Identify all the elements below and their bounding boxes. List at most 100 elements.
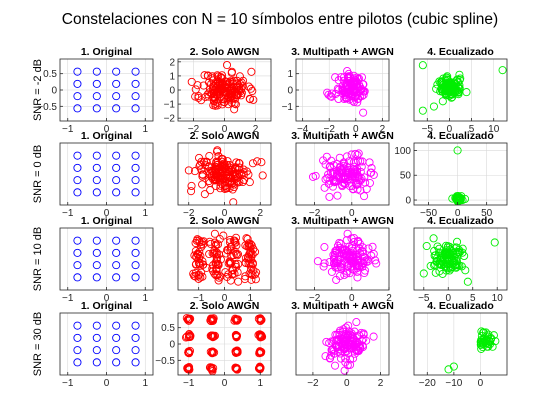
data-point: [233, 178, 242, 187]
x-tick-label: −2: [309, 208, 321, 219]
data-point: [343, 331, 352, 340]
y-tick-label: 0.5: [161, 323, 175, 334]
data-point: [353, 273, 362, 282]
data-point: [343, 229, 352, 238]
data-point: [112, 67, 121, 76]
data-point: [231, 163, 240, 172]
data-point: [360, 192, 369, 201]
x-tick-label: 0: [104, 124, 110, 135]
data-point: [213, 88, 222, 98]
scatter-series: [73, 321, 140, 367]
x-tick-label: 10: [488, 124, 500, 135]
data-point: [92, 92, 101, 101]
data-point: [258, 171, 267, 180]
data-point: [443, 242, 453, 251]
data-point: [192, 236, 201, 245]
data-point: [461, 266, 470, 275]
y-tick-label: 1: [169, 71, 175, 82]
data-point: [347, 342, 356, 351]
data-point: [73, 104, 82, 113]
data-point: [327, 89, 336, 98]
data-point: [319, 156, 328, 165]
data-point: [349, 165, 358, 174]
data-point: [337, 165, 346, 174]
data-point: [208, 249, 217, 258]
data-point: [112, 176, 121, 185]
x-tick-label: 0: [344, 378, 350, 389]
data-point: [430, 246, 439, 256]
data-point: [327, 267, 336, 276]
data-point: [200, 71, 209, 80]
data-point: [206, 239, 215, 248]
data-point: [73, 151, 82, 160]
data-point: [92, 163, 101, 172]
data-point: [203, 71, 212, 81]
data-point: [131, 273, 140, 282]
data-point: [340, 343, 350, 353]
data-point: [131, 236, 140, 245]
data-point: [365, 158, 374, 167]
data-point: [215, 174, 224, 183]
data-point: [207, 79, 216, 88]
data-point: [194, 93, 203, 102]
data-point: [211, 271, 220, 280]
scatter-series: [313, 229, 381, 284]
data-point: [351, 92, 360, 101]
data-point: [340, 246, 349, 255]
subplot-title: 2. Solo AWGN: [190, 130, 260, 142]
data-point: [438, 97, 447, 106]
data-point: [213, 101, 222, 110]
data-point: [331, 73, 340, 82]
subplot-title: 1. Original: [81, 46, 132, 58]
data-point: [333, 191, 342, 200]
data-point: [353, 267, 362, 276]
data-point: [231, 364, 241, 373]
x-tick-label: 1: [257, 378, 263, 389]
subplot-r2-c3: −2 0 3. Multipath + AWGN: [291, 130, 394, 219]
x-tick-label: 1: [142, 293, 148, 304]
data-point: [185, 330, 194, 339]
data-point: [341, 248, 350, 257]
data-point: [112, 333, 121, 342]
data-point: [227, 177, 236, 186]
data-point: [182, 332, 191, 341]
scatter-series: [419, 234, 499, 286]
data-point: [320, 243, 329, 252]
data-point: [325, 354, 334, 363]
data-point: [445, 266, 454, 275]
data-point: [112, 248, 121, 257]
data-point: [73, 163, 82, 172]
data-point: [187, 77, 196, 86]
data-point: [191, 238, 200, 248]
x-tick-label: 2: [253, 124, 259, 135]
y-tick-label: 0: [405, 196, 411, 207]
data-point: [131, 79, 140, 88]
data-point: [185, 346, 195, 355]
data-point: [340, 271, 349, 280]
row-ylabel: SNR = 0 dB: [32, 145, 44, 203]
axes-frame: [413, 142, 508, 206]
scatter-series: [444, 327, 500, 374]
data-point: [212, 240, 221, 249]
x-tick-label: 0: [104, 293, 110, 304]
data-point: [344, 73, 353, 82]
data-point: [354, 345, 363, 354]
data-point: [348, 332, 357, 341]
data-point: [249, 95, 258, 104]
data-point: [453, 146, 462, 155]
data-point: [112, 188, 121, 197]
data-point: [235, 83, 244, 92]
data-point: [342, 152, 352, 161]
data-point: [238, 82, 247, 91]
x-tick-label: −1: [193, 293, 205, 304]
scatter-series: [321, 318, 378, 375]
x-tick-label: 0: [349, 293, 355, 304]
data-point: [73, 273, 82, 282]
subplot-title: 3. Multipath + AWGN: [291, 46, 394, 58]
data-point: [342, 336, 351, 345]
subplot-title: 4. Ecualizado: [427, 215, 494, 227]
y-tick-label: 0: [287, 86, 293, 97]
data-point: [225, 168, 234, 177]
data-point: [213, 160, 222, 170]
